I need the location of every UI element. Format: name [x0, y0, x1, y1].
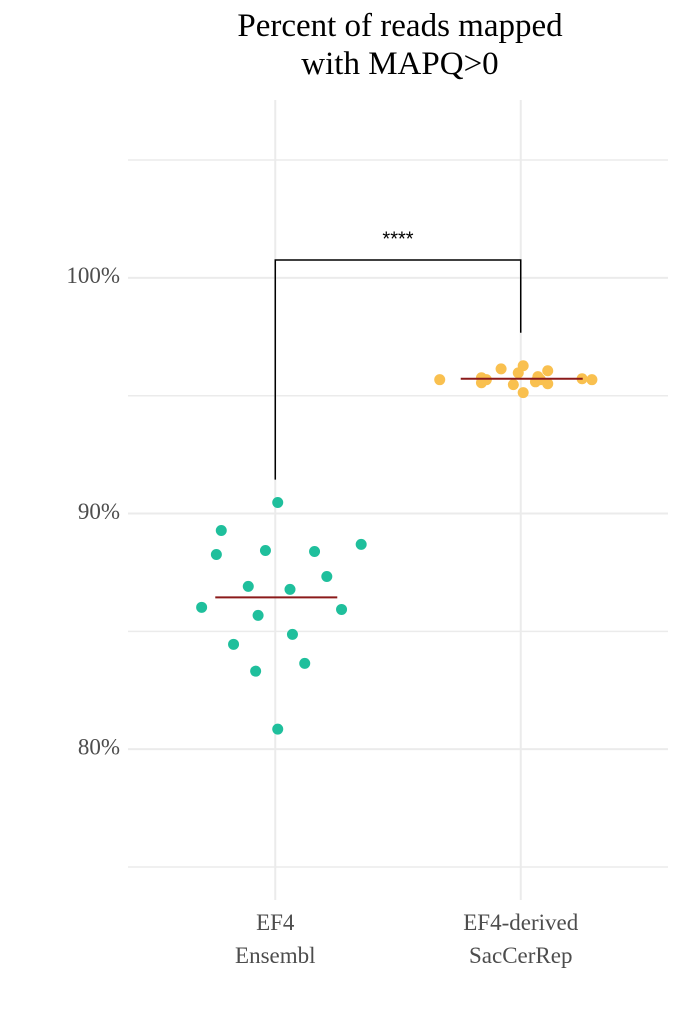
point — [475, 377, 487, 389]
point — [336, 603, 348, 615]
point — [284, 583, 296, 595]
text-line: EF4 — [256, 910, 295, 935]
point — [495, 363, 507, 375]
point — [542, 365, 554, 377]
point — [272, 723, 284, 735]
point — [242, 580, 254, 592]
point — [309, 545, 321, 557]
text-line: with MAPQ>0 — [301, 46, 498, 82]
point — [542, 378, 554, 390]
point — [286, 628, 298, 640]
point — [259, 545, 271, 557]
point — [228, 638, 240, 650]
chart-title: Percent of reads mapped with MAPQ>0 — [237, 8, 563, 82]
point — [196, 601, 208, 613]
point — [215, 525, 227, 537]
point — [210, 549, 222, 561]
text-line: EF4-derived — [463, 910, 578, 935]
point — [586, 374, 598, 386]
text-line: Percent of reads mapped — [237, 8, 563, 44]
point — [355, 538, 367, 550]
point — [517, 387, 529, 399]
point — [299, 657, 311, 669]
x-tick-label: EF4 Ensembl — [235, 910, 316, 968]
text-line: Ensembl — [235, 943, 316, 968]
significance-label: **** — [382, 228, 413, 250]
y-tick-label: 90% — [78, 499, 120, 524]
y-tick-label: 80% — [78, 734, 120, 759]
point — [252, 609, 264, 621]
point — [512, 367, 524, 379]
point — [321, 570, 333, 582]
point — [507, 379, 519, 391]
significance-bracket — [274, 259, 522, 480]
point — [434, 374, 446, 386]
point — [272, 496, 284, 508]
text-line: SacCerRep — [469, 943, 572, 968]
point — [250, 665, 262, 677]
x-tick-label: EF4-derived SacCerRep — [463, 910, 578, 968]
y-tick-label: 100% — [66, 263, 120, 288]
